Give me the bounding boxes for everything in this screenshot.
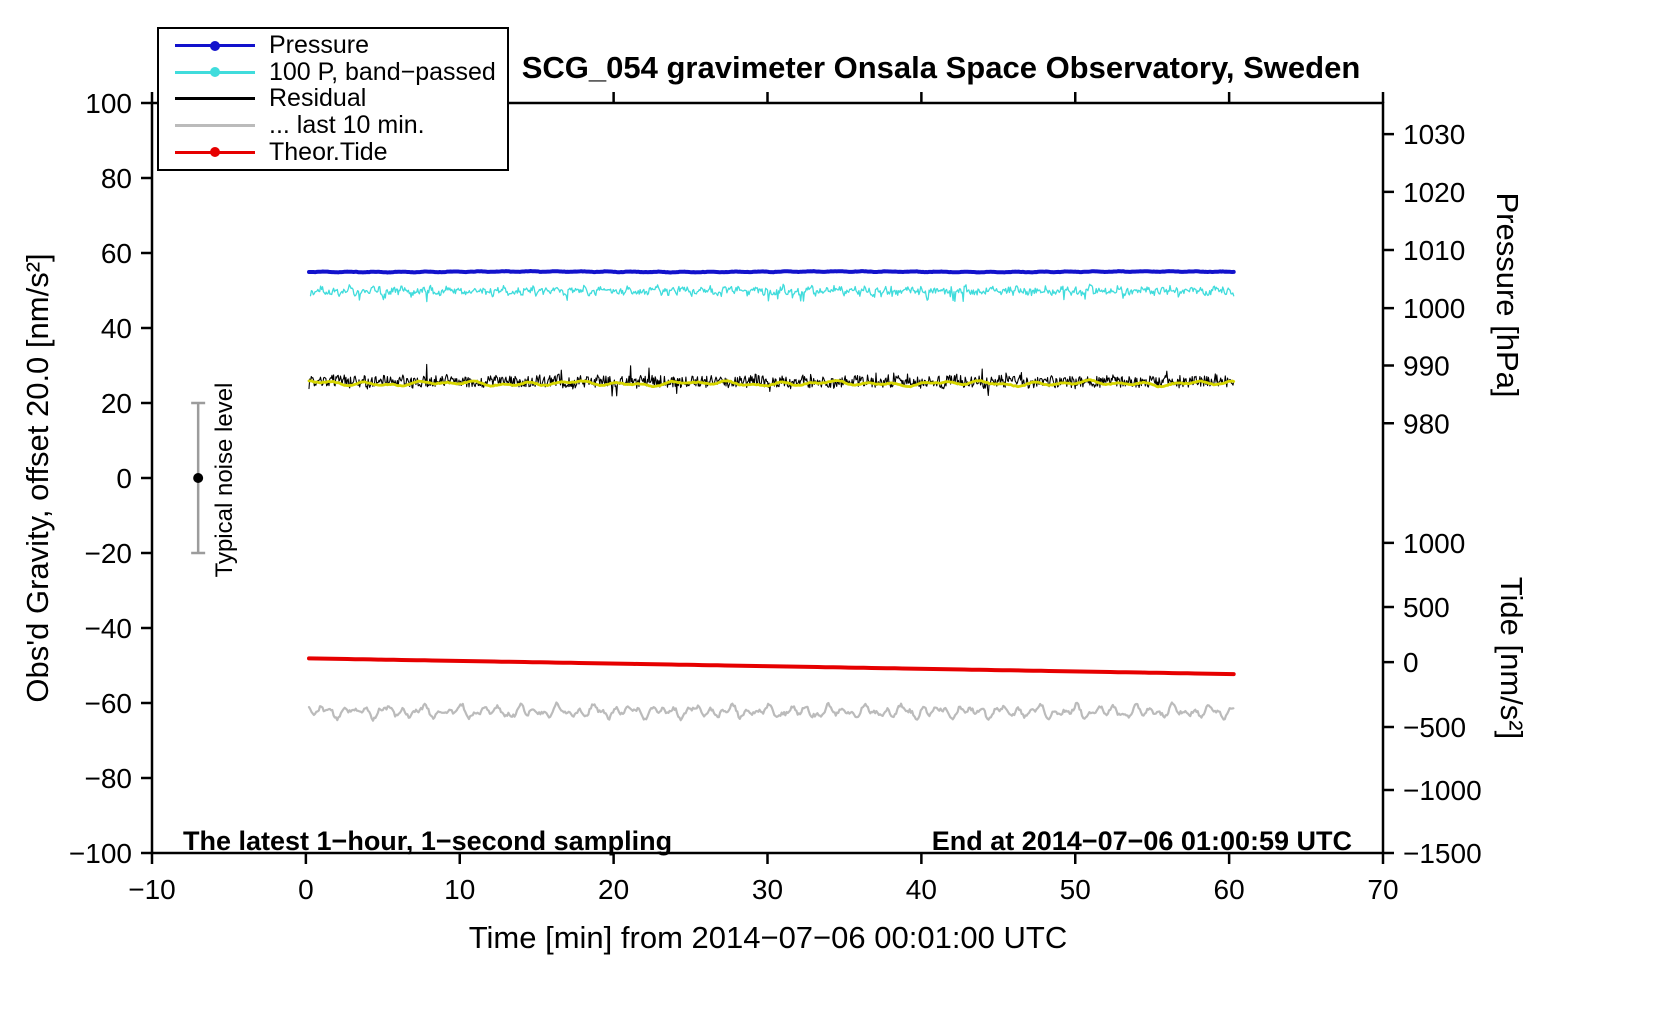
x-tick-label: −10 [128, 874, 176, 905]
legend-line-sample [175, 124, 255, 128]
tide-tick-label: 0 [1403, 647, 1419, 678]
pressure-tick-label: 1020 [1403, 177, 1465, 208]
series-residual-last-10-min [307, 701, 1235, 722]
legend-marker-dot [210, 147, 220, 158]
legend-item-label: Theor.Tide [269, 137, 388, 166]
y-tick-label: −20 [85, 538, 133, 569]
legend-item-residual: Residual [159, 84, 507, 113]
legend-marker-dot [210, 40, 220, 51]
y-tick-label: 20 [101, 388, 132, 419]
pressure-axis-label: Pressure [hPa] [1490, 192, 1525, 398]
series-theor-tide [307, 656, 1236, 677]
noise-level-label: Typical noise level [211, 382, 238, 578]
pressure-tick-label: 1030 [1403, 119, 1465, 150]
legend: Pressure 100 P, band−passed Residual ...… [157, 27, 509, 171]
plot-frame [150, 101, 1385, 855]
y-tick-label: −100 [69, 838, 132, 869]
legend-item-bandpassed: 100 P, band−passed [159, 57, 507, 86]
y-tick-label: 60 [101, 238, 132, 269]
y-axis-label: Obs'd Gravity, offset 20.0 [nm/s²] [20, 253, 55, 703]
tide-tick-label: −1000 [1403, 775, 1482, 806]
legend-line-sample [175, 67, 255, 78]
legend-item-pressure: Pressure [159, 31, 507, 60]
y-tick-label: 80 [101, 163, 132, 194]
tide-tick-label: −500 [1403, 712, 1466, 743]
y-tick-label: −40 [85, 613, 133, 644]
y-tick-label: −80 [85, 763, 133, 794]
sampling-annotation: The latest 1−hour, 1−second sampling [183, 826, 673, 856]
legend-item-last-10-min: ... last 10 min. [159, 111, 507, 140]
x-tick-label: 70 [1367, 874, 1398, 905]
x-tick-label: 10 [444, 874, 475, 905]
pressure-tick-label: 1010 [1403, 235, 1465, 266]
legend-item-label: Pressure [269, 31, 370, 60]
legend-item-label: Residual [269, 84, 367, 113]
chart-title: SCG_054 gravimeter Onsala Space Observat… [521, 50, 1361, 85]
legend-line-sample [175, 147, 255, 158]
x-tick-label: 0 [298, 874, 314, 905]
legend-item-label: ... last 10 min. [269, 111, 425, 140]
end-time-annotation: End at 2014−07−06 01:00:59 UTC [931, 826, 1352, 856]
y-tick-label: 40 [101, 313, 132, 344]
series-pressure [307, 269, 1236, 275]
series-residual-smoothed [307, 378, 1236, 389]
legend-marker-dot [210, 67, 220, 78]
pressure-tick-label: 1000 [1403, 293, 1465, 324]
tide-axis-label: Tide [nm/s²] [1494, 576, 1529, 740]
legend-item-theor-tide: Theor.Tide [159, 137, 507, 166]
y-tick-label: −60 [85, 688, 133, 719]
tide-tick-label: −1500 [1403, 838, 1482, 869]
legend-item-label: 100 P, band−passed [269, 57, 496, 86]
noise-bar-dot [193, 473, 204, 483]
pressure-tick-label: 990 [1403, 351, 1450, 382]
y-tick-label: 0 [116, 463, 132, 494]
legend-line-sample [175, 97, 255, 101]
x-axis-label: Time [min] from 2014−07−06 00:01:00 UTC [468, 920, 1068, 955]
series-pressure-bandpassed [309, 283, 1235, 303]
x-tick-label: 30 [752, 874, 783, 905]
x-tick-label: 50 [1060, 874, 1091, 905]
x-tick-label: 60 [1214, 874, 1245, 905]
y-tick-label: 100 [85, 88, 132, 119]
tide-tick-label: 500 [1403, 592, 1450, 623]
tide-tick-label: 1000 [1403, 528, 1465, 559]
x-tick-label: 40 [906, 874, 937, 905]
x-tick-label: 20 [598, 874, 629, 905]
pressure-tick-label: 980 [1403, 408, 1450, 439]
legend-line-sample [175, 40, 255, 51]
